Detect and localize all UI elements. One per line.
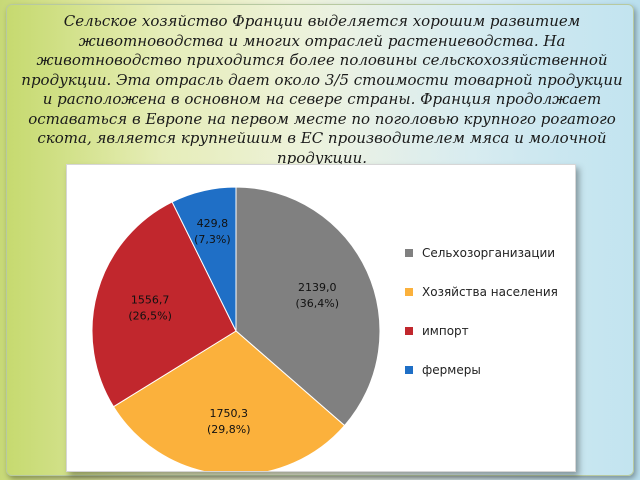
slice-value-label: 1750,3 bbox=[209, 407, 248, 420]
pie-slice-3 bbox=[91, 201, 237, 408]
pie-chart: 2139,0 (36,4%) 1750,3 (29,8%) 1556,7 (26,5%) 4… bbox=[91, 186, 558, 471]
legend-swatch bbox=[405, 366, 413, 374]
legend-swatch bbox=[405, 249, 413, 257]
legend-label: импорт bbox=[422, 324, 469, 338]
chart-panel: 2139,0 (36,4%) 1750,3 (29,8%) 1556,7 (26,5%) 4… bbox=[66, 164, 576, 472]
pie-slice-1 bbox=[235, 186, 381, 427]
legend-swatch bbox=[405, 288, 413, 296]
slice-value-label: 1556,7 bbox=[131, 293, 170, 306]
slice-value-label: 429,8 bbox=[197, 217, 229, 230]
slice-percent-label: (7,3%) bbox=[194, 233, 231, 246]
slice-value-label: 2139,0 bbox=[298, 281, 337, 294]
slice-percent-label: (26,5%) bbox=[128, 309, 172, 322]
slide-paragraph: Сельское хозяйство Франции выделяется хо… bbox=[21, 12, 623, 167]
legend-label: Хозяйства населения bbox=[422, 285, 558, 299]
pie-slice-2 bbox=[112, 330, 346, 471]
legend-swatch bbox=[405, 327, 413, 335]
slice-percent-label: (29,8%) bbox=[207, 423, 251, 436]
legend-label: фермеры bbox=[422, 363, 481, 377]
slice-percent-label: (36,4%) bbox=[295, 297, 339, 310]
pie-slice-4 bbox=[171, 186, 237, 332]
legend-label: Сельхозорганизации bbox=[422, 246, 555, 260]
